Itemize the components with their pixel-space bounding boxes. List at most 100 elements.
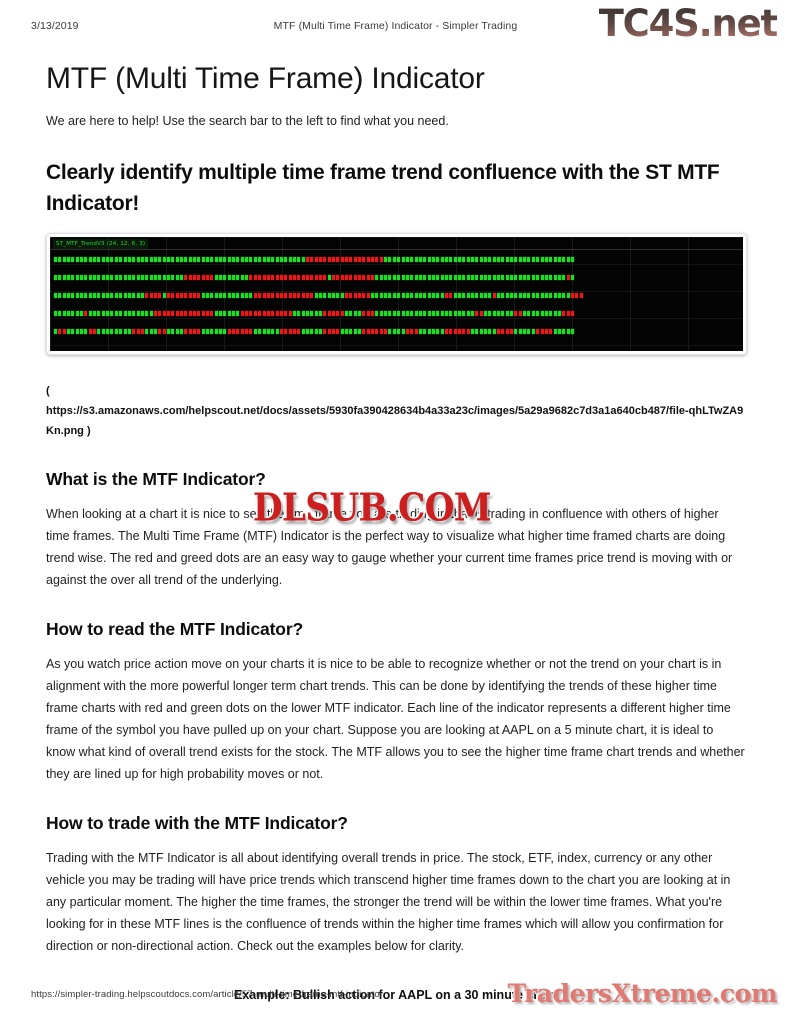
trend-dot-up	[327, 293, 331, 298]
trend-dot-up	[340, 293, 344, 298]
trend-dot-up	[110, 311, 114, 316]
trend-dot-up	[84, 275, 88, 280]
trend-dot-up	[253, 329, 257, 334]
trend-dot-up	[505, 257, 509, 262]
trend-dot-up	[423, 311, 427, 316]
trend-dot-up	[305, 329, 309, 334]
trend-dot-down	[570, 311, 574, 316]
trend-dot-up	[197, 257, 201, 262]
trend-dot-up	[123, 257, 127, 262]
trend-dot-up	[171, 329, 175, 334]
trend-dot-up	[227, 293, 231, 298]
trend-dot-up	[410, 311, 414, 316]
trend-dot-up	[149, 329, 153, 334]
trend-dot-up	[153, 275, 157, 280]
trend-dot-down	[158, 293, 162, 298]
trend-dot-up	[523, 311, 527, 316]
trend-dot-down	[297, 329, 301, 334]
trend-dot-up	[418, 329, 422, 334]
trend-dot-up	[188, 257, 192, 262]
trend-dot-up	[162, 257, 166, 262]
trend-dot-up	[471, 275, 474, 280]
section-heading-how-to-read: How to read the MTF Indicator?	[46, 619, 304, 639]
trend-dot-up	[475, 293, 479, 298]
trend-dot-up	[501, 311, 505, 316]
trend-dot-down	[197, 293, 201, 298]
trend-dot-down	[279, 293, 283, 298]
trend-dot-down	[444, 293, 448, 298]
print-header: 3/13/2019 MTF (Multi Time Frame) Indicat…	[0, 0, 791, 52]
trend-dot-up	[479, 275, 483, 280]
trend-dot-up	[484, 329, 488, 334]
trend-dot-up	[140, 293, 144, 298]
trend-dot-up	[531, 329, 535, 334]
trend-dot-up	[397, 275, 401, 280]
trend-dot-up	[392, 329, 396, 334]
trend-dot-up	[232, 275, 236, 280]
trend-dot-down	[158, 329, 162, 334]
trend-dot-up	[471, 293, 474, 298]
trend-dot-up	[158, 257, 162, 262]
trend-dot-up	[71, 311, 75, 316]
trend-dot-up	[132, 293, 136, 298]
trend-dot-up	[119, 257, 123, 262]
trend-dot-down	[323, 329, 327, 334]
trend-dot-up	[462, 311, 466, 316]
trend-dot-up	[410, 275, 414, 280]
trend-dot-up	[497, 311, 501, 316]
trend-dot-up	[336, 293, 340, 298]
trend-dot-down	[297, 293, 301, 298]
trend-dot-down	[353, 293, 357, 298]
trend-dot-up	[71, 275, 75, 280]
trend-dot-down	[193, 311, 196, 316]
trend-dot-up	[544, 311, 548, 316]
trend-dot-up	[553, 293, 557, 298]
trend-dot-up	[301, 311, 305, 316]
trend-dot-down	[210, 275, 214, 280]
trend-dot-up	[479, 257, 483, 262]
trend-dot-down	[579, 293, 583, 298]
trend-dot-down	[366, 311, 370, 316]
trend-dot-up	[97, 257, 101, 262]
trend-dot-up	[388, 311, 392, 316]
trend-dot-down	[262, 311, 266, 316]
trend-dot-up	[379, 311, 383, 316]
trend-dot-up	[58, 275, 62, 280]
trend-dot-up	[527, 293, 531, 298]
trend-dot-up	[444, 311, 448, 316]
trend-dot-up	[484, 311, 488, 316]
tradersxtreme-watermark-stroke: TradersXtreme.com	[506, 978, 778, 1010]
trend-dot-up	[379, 275, 383, 280]
trend-dot-up	[297, 311, 301, 316]
trend-dot-up	[544, 293, 548, 298]
trend-dot-up	[536, 275, 540, 280]
trend-dot-down	[249, 329, 253, 334]
trend-dot-down	[332, 275, 335, 280]
section-body-how-to-trade: Trading with the MTF Indicator is all ab…	[46, 851, 731, 953]
trend-dot-up	[88, 311, 92, 316]
trend-dot-up	[258, 257, 262, 262]
trend-dot-up	[553, 257, 557, 262]
trend-dot-down	[314, 275, 318, 280]
trend-dot-down	[466, 329, 470, 334]
trend-dot-up	[570, 275, 574, 280]
trend-dot-up	[536, 257, 540, 262]
trend-dot-up	[84, 329, 88, 334]
article-content: MTF (Multi Time Frame) Indicator We are …	[46, 60, 747, 1005]
example-caption: Example: Bullish action for AAPL on a 30…	[234, 988, 557, 1002]
trend-dot-up	[310, 329, 314, 334]
trend-dot-down	[188, 311, 192, 316]
trend-dot-up	[523, 293, 527, 298]
trend-dot-down	[171, 311, 175, 316]
paren-close: )	[86, 425, 91, 437]
trend-dot-up	[358, 311, 362, 316]
trend-dot-up	[449, 311, 453, 316]
trend-dot-up	[245, 257, 249, 262]
trend-dot-up	[110, 329, 114, 334]
trend-dot-up	[484, 275, 488, 280]
trend-dot-down	[379, 329, 383, 334]
trend-dot-up	[301, 257, 305, 262]
trend-dot-down	[575, 293, 579, 298]
trend-dot-down	[510, 329, 514, 334]
trend-dot-up	[497, 293, 501, 298]
